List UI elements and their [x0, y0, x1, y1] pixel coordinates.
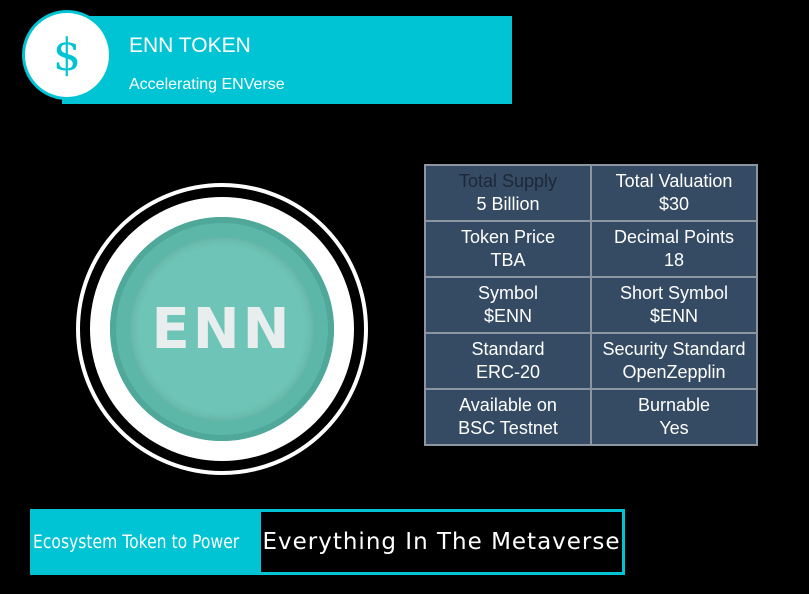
table-row: Available on BSC Testnet Burnable Yes	[424, 388, 758, 446]
header-subtitle: Accelerating ENVerse	[129, 76, 285, 93]
table-row: Token Price TBA Decimal Points 18	[424, 220, 758, 278]
cell-label: Standard	[471, 339, 545, 359]
table-cell: Symbol $ENN	[424, 276, 592, 334]
cell-value: Yes	[659, 418, 689, 438]
table-row: Symbol $ENN Short Symbol $ENN	[424, 276, 758, 334]
header-banner	[62, 16, 512, 104]
header-title: ENN TOKEN	[129, 34, 251, 57]
footer-left-text: Ecosystem Token to Power	[33, 531, 240, 553]
cell-value: TBA	[490, 250, 526, 270]
cell-label: Short Symbol	[619, 283, 729, 303]
coin-face: ENN	[130, 237, 314, 421]
cell-value: $ENN	[483, 306, 532, 326]
cell-value: ERC-20	[475, 362, 541, 382]
table-cell: Burnable Yes	[590, 388, 758, 446]
table-cell: Short Symbol $ENN	[590, 276, 758, 334]
cell-label: Total Supply	[458, 171, 558, 191]
cell-value: OpenZepplin	[622, 362, 726, 382]
cell-label: Available on	[459, 395, 557, 415]
cell-label: Token Price	[460, 227, 556, 247]
table-row: Total Supply 5 Billion Total Valuation $…	[424, 164, 758, 222]
table-cell: Token Price TBA	[424, 220, 592, 278]
cell-value: 18	[663, 250, 685, 270]
footer-right-banner: Everything In The Metaverse	[258, 509, 625, 575]
table-row: Standard ERC-20 Security Standard OpenZe…	[424, 332, 758, 390]
coin-label: ENN	[151, 296, 293, 362]
footer-right-text: Everything In The Metaverse	[262, 529, 621, 555]
cell-label: Symbol	[477, 283, 539, 303]
cell-label: Total Valuation	[615, 171, 733, 191]
table-cell: Decimal Points 18	[590, 220, 758, 278]
dollar-sign-icon: $	[53, 29, 81, 81]
coin-graphic: ENN	[76, 183, 368, 475]
table-cell: Total Valuation $30	[590, 164, 758, 222]
cell-value: $30	[658, 194, 690, 214]
cell-label: Burnable	[637, 395, 711, 415]
cell-value: BSC Testnet	[458, 418, 558, 438]
cell-label: Security Standard	[602, 339, 746, 359]
header-icon-circle: $	[22, 10, 112, 100]
cell-value: $ENN	[649, 306, 698, 326]
cell-label: Decimal Points	[613, 227, 735, 247]
table-cell: Standard ERC-20	[424, 332, 592, 390]
table-cell: Available on BSC Testnet	[424, 388, 592, 446]
cell-value: 5 Billion	[476, 194, 540, 214]
footer-left-banner: Ecosystem Token to Power	[30, 509, 258, 575]
token-info-table: Total Supply 5 Billion Total Valuation $…	[424, 164, 758, 446]
table-cell: Security Standard OpenZepplin	[590, 332, 758, 390]
table-cell: Total Supply 5 Billion	[424, 164, 592, 222]
coin-outer-ring	[76, 183, 368, 475]
